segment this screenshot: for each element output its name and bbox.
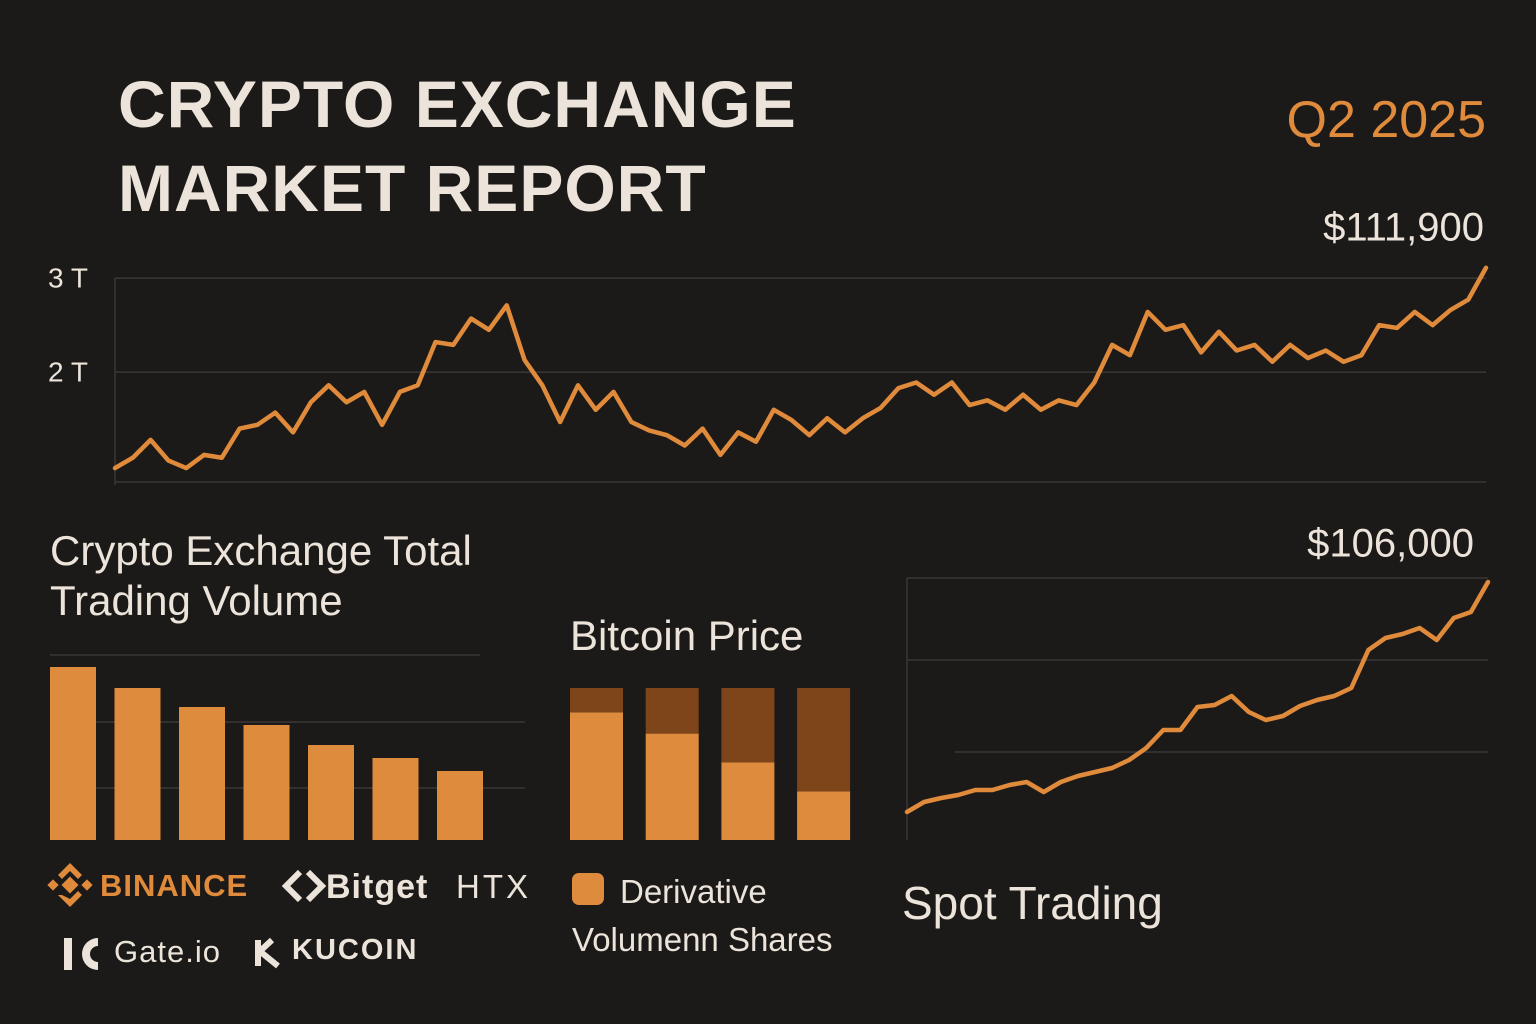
line <box>904 579 1491 815</box>
exchange-label: Gate.io <box>114 934 221 969</box>
annotation: $106,000 <box>1307 522 1474 566</box>
title: CRYPTO EXCHANGE MARKET REPORT <box>118 67 797 225</box>
bar-segment <box>721 762 775 840</box>
legend-label: Derivative Volumenn Shares <box>572 873 833 958</box>
bar <box>437 771 483 840</box>
bar <box>179 707 225 840</box>
bitget-logo <box>281 869 327 903</box>
bar-segment <box>570 688 623 713</box>
bar <box>243 725 290 840</box>
bar-segment <box>645 688 699 734</box>
chart-title: Crypto Exchange Total Trading Volume <box>50 527 472 624</box>
bar <box>308 745 354 840</box>
y-tick-label: 2 T <box>48 357 88 388</box>
exchange-label: Bitget <box>326 868 429 906</box>
exchange-label: BINANCE <box>100 868 249 903</box>
bar <box>114 688 161 840</box>
binance-logo <box>47 863 93 907</box>
chart-title: Spot Trading <box>902 877 1163 929</box>
exchange-label: KUCOIN <box>292 934 419 966</box>
bar <box>372 758 419 840</box>
gate-logo <box>82 938 98 970</box>
legend-swatch <box>572 873 604 905</box>
gate-logo <box>64 938 72 970</box>
kucoin-logo <box>255 937 280 969</box>
chart-title: Bitcoin Price <box>570 612 804 659</box>
line <box>112 265 1489 471</box>
bar <box>50 667 96 840</box>
period: Q2 2025 <box>1286 91 1487 149</box>
bar-segment <box>721 688 775 763</box>
bar-segment <box>570 712 623 840</box>
bar-segment <box>645 733 699 840</box>
bar-segment <box>797 688 851 792</box>
y-tick-label: 3 T <box>48 262 88 293</box>
exchange-label: HTX <box>456 868 531 905</box>
annotation: $111,900 <box>1323 206 1484 250</box>
bar-segment <box>797 791 851 840</box>
